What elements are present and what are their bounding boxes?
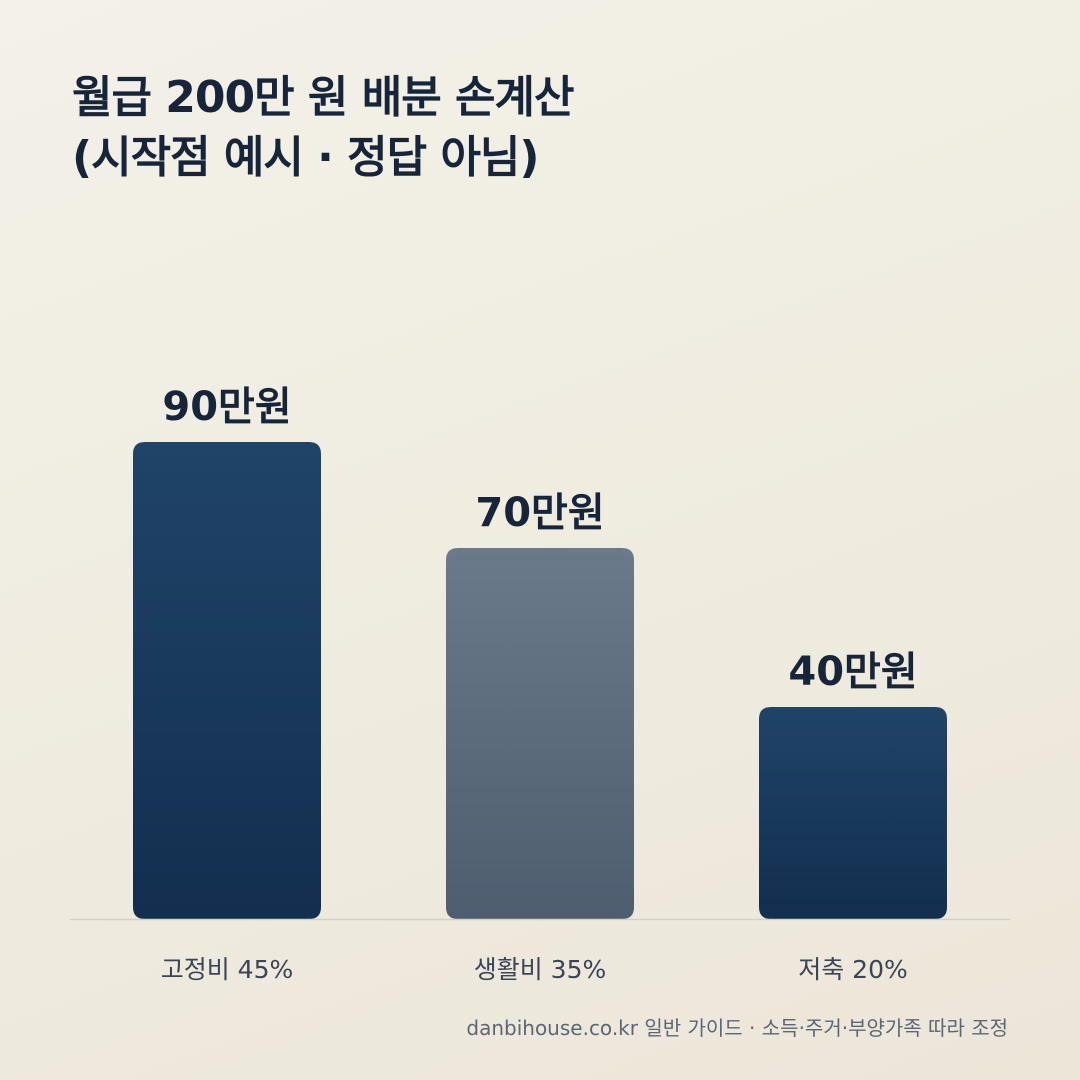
bar-value-label-3: 40만원 (788, 649, 917, 695)
category-label-1: 고정비 45% (161, 955, 294, 984)
bar-3 (759, 707, 947, 919)
category-label-3: 저축 20% (798, 955, 908, 984)
footer-note: danbihouse.co.kr 일반 가이드 · 소득·주거·부양가족 따라 … (466, 1016, 1008, 1040)
chart-title-line1: 월급 200만 원 배분 손계산 (72, 72, 574, 123)
chart-title-line2: (시작점 예시 · 정답 아님) (72, 132, 540, 183)
category-label-2: 생활비 35% (474, 955, 607, 984)
chart-title: 월급 200만 원 배분 손계산 (시작점 예시 · 정답 아님) (72, 68, 1012, 188)
bar-value-label-2: 70만원 (475, 490, 604, 536)
bar-2 (446, 548, 634, 919)
bar-1 (133, 442, 321, 919)
bar-value-label-1: 90만원 (162, 384, 291, 430)
